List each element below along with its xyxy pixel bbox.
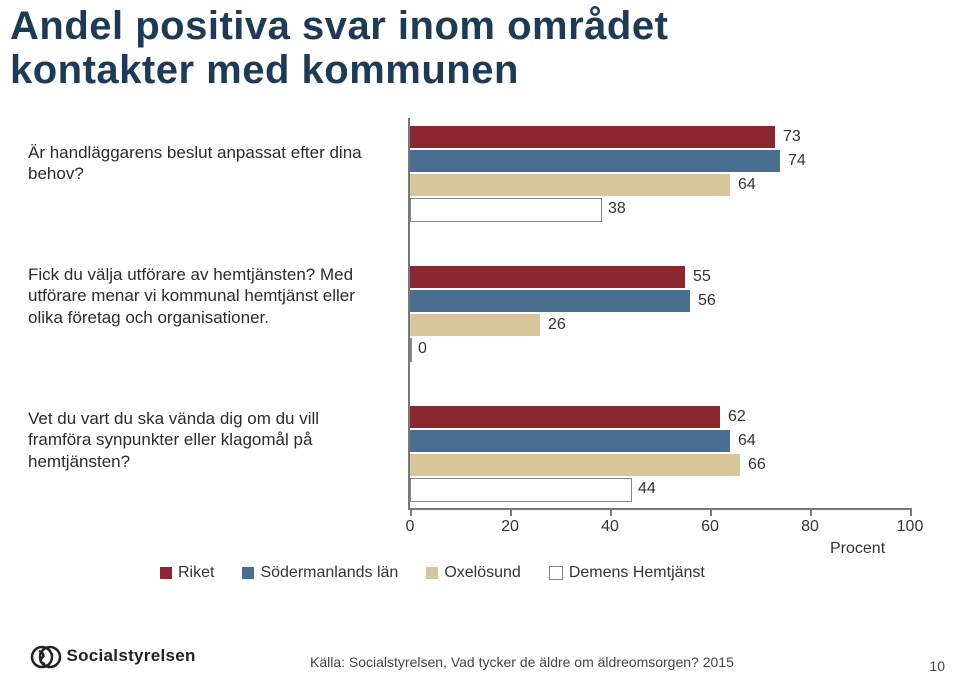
citation: Källa: Socialstyrelsen, Vad tycker de äl…: [310, 654, 734, 670]
plot: 02040608010073746438555626062646644: [408, 118, 912, 538]
legend-item: Oxelösund: [426, 564, 521, 582]
logo: Socialstyrelsen: [28, 640, 196, 674]
x-tick: [810, 508, 812, 516]
bar-value: 74: [782, 150, 806, 172]
page-number: 10: [929, 658, 945, 674]
legend-label: Oxelösund: [444, 564, 521, 582]
legend-item: Södermanlands län: [242, 564, 398, 582]
x-tick: [510, 508, 512, 516]
bar-value: 26: [542, 314, 566, 336]
bar-value: 55: [687, 266, 711, 288]
legend-swatch: [160, 567, 172, 579]
x-tick-label: 80: [790, 518, 830, 536]
bar-value: 64: [732, 174, 756, 196]
title-line2: kontakter med kommunen: [10, 48, 519, 92]
bar: [410, 430, 730, 452]
bar: [410, 126, 775, 148]
bar-value: 0: [412, 338, 427, 360]
bar-value: 73: [777, 126, 801, 148]
bar-value: 66: [742, 454, 766, 476]
bar-value: 38: [602, 198, 626, 220]
x-tick-label: 40: [590, 518, 630, 536]
bar: [410, 406, 720, 428]
question-label: Är handläggarens beslut anpassat efter d…: [28, 142, 384, 185]
bar-value: 44: [632, 478, 656, 500]
x-tick: [910, 508, 912, 516]
bar: [410, 478, 632, 502]
bar-value: 56: [692, 290, 716, 312]
bar-value: 64: [732, 430, 756, 452]
legend-label: Södermanlands län: [260, 564, 398, 582]
legend-label: Riket: [178, 564, 214, 582]
legend-label: Demens Hemtjänst: [569, 564, 705, 582]
chart: Är handläggarens beslut anpassat efter d…: [28, 118, 912, 538]
bar: [410, 314, 540, 336]
question-labels: Är handläggarens beslut anpassat efter d…: [28, 118, 408, 538]
legend-swatch: [426, 567, 438, 579]
bar: [410, 266, 685, 288]
axis-label-procent: Procent: [830, 540, 885, 558]
x-tick-label: 0: [390, 518, 430, 536]
bar: [410, 290, 690, 312]
x-tick: [610, 508, 612, 516]
page-title: Andel positiva svar inom området kontakt…: [10, 4, 668, 92]
legend-item: Demens Hemtjänst: [549, 564, 705, 582]
question-label: Fick du välja utförare av hemtjänsten? M…: [28, 264, 384, 328]
question-label: Vet du vart du ska vända dig om du vill …: [28, 408, 384, 472]
plot-area: 02040608010073746438555626062646644: [408, 118, 910, 510]
legend-swatch: [242, 567, 254, 579]
x-tick-label: 60: [690, 518, 730, 536]
bar: [410, 198, 602, 222]
bar: [410, 150, 780, 172]
bar-value: 62: [722, 406, 746, 428]
legend-swatch: [549, 566, 563, 580]
bar: [410, 454, 740, 476]
x-tick-label: 20: [490, 518, 530, 536]
legend-item: Riket: [160, 564, 214, 582]
x-tick-label: 100: [890, 518, 930, 536]
x-tick: [710, 508, 712, 516]
logo-text: Socialstyrelsen: [66, 646, 195, 665]
title-line1: Andel positiva svar inom området: [10, 4, 668, 48]
x-tick: [410, 508, 412, 516]
bar: [410, 174, 730, 196]
legend: Riket Södermanlands län Oxelösund Demens He…: [160, 564, 920, 582]
